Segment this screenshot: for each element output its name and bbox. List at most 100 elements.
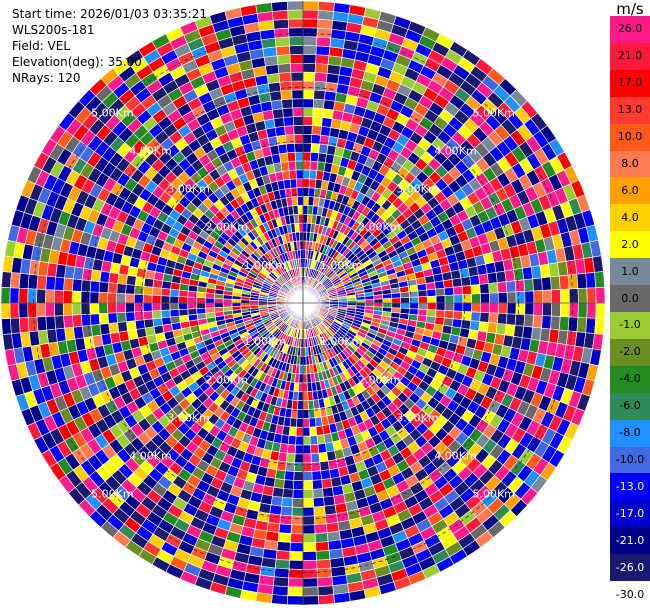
radar-gate [291, 515, 304, 526]
radar-gate [308, 417, 317, 428]
radar-gate [515, 291, 526, 304]
radar-gate [302, 462, 313, 473]
radar-gate [36, 316, 48, 332]
radar-gate [27, 273, 39, 290]
radar-gate [585, 317, 597, 334]
radar-gate [316, 558, 332, 570]
radar-gate [80, 313, 92, 327]
radar-gate [302, 400, 309, 410]
radar-gate [277, 143, 288, 155]
radar-gate [81, 324, 93, 339]
range-ring-label: 2.00Km [206, 221, 248, 234]
colorbar: m/s 26.0 21.0 17.0 13.0 10.0 8.0 6.0 4.0 2.0 1.0 0… [610, 0, 650, 610]
colorbar-tick-label: 10.0 [617, 130, 643, 144]
radar-gate [317, 9, 334, 21]
radar-gate [27, 302, 38, 318]
radar-gate [282, 488, 294, 499]
radar-gates [0, 0, 606, 606]
radar-gate [310, 151, 320, 162]
radar-gate [169, 295, 180, 304]
colorbar-tick-label: 2.0 [621, 237, 639, 251]
radar-gate [291, 98, 304, 109]
radar-gate [452, 310, 463, 321]
radar-gate [53, 289, 64, 304]
radar-gate [310, 452, 321, 463]
radar-gate [470, 311, 481, 322]
radar-gate [294, 222, 300, 233]
radar-gate [125, 284, 136, 295]
radar-gate [311, 470, 322, 481]
radar-gate [18, 287, 29, 304]
radar-gate [27, 316, 39, 333]
radar-gate [302, 497, 315, 508]
radar-gate [196, 297, 206, 304]
colorbar-tick-label: -10.0 [615, 453, 645, 466]
radar-gate [513, 267, 525, 282]
radar-gate [107, 302, 118, 314]
radar-gate [577, 302, 588, 319]
radar-gate [294, 444, 304, 455]
radar-gate [586, 287, 597, 304]
radar-gate [160, 302, 171, 311]
radar-gate [309, 435, 319, 446]
radar-gate [274, 36, 290, 48]
radar-gate [63, 277, 74, 292]
colorbar-tick-label: -26.0 [615, 560, 645, 574]
radar-gate [289, 542, 304, 553]
radar-gate [310, 143, 321, 154]
radar-gate [213, 306, 224, 313]
radar-gate [302, 488, 314, 499]
radar-gate [567, 273, 579, 290]
radar-gate [382, 298, 393, 304]
radar-gate [504, 324, 516, 337]
radar-gate [271, 594, 288, 605]
radar-gate [416, 283, 428, 292]
radar-gate [18, 317, 30, 334]
radar-gate [302, 542, 317, 553]
radar-gate [271, 1, 288, 12]
radar-gate [9, 302, 20, 319]
radar-gate [98, 291, 109, 304]
radar-gate [462, 302, 473, 313]
radar-gate [323, 495, 336, 507]
radar-gate [292, 480, 304, 490]
radar-gate [27, 288, 38, 304]
colorbar-tick-label: 8.0 [621, 157, 639, 170]
radar-gate [54, 315, 65, 330]
radar-gate [568, 302, 579, 318]
radar-gate [417, 296, 428, 304]
radar-gate [311, 461, 321, 472]
radar-gate [267, 81, 282, 93]
radar-gate [279, 514, 293, 526]
radar-gate [480, 302, 490, 314]
radar-gate [287, 18, 304, 29]
range-ring-label: 1.00Km [320, 335, 362, 348]
radar-gate [302, 453, 312, 464]
colorbar-tick-label: 26.0 [617, 22, 643, 36]
elevation-text: Elevation(deg): 35.00 [12, 55, 142, 69]
range-ring-label: 4.00Km [129, 450, 171, 463]
radar-gate [287, 586, 304, 597]
radar-gate [278, 523, 292, 534]
radar-gate [302, 213, 308, 224]
radar-gate [196, 307, 207, 315]
radar-gate [317, 18, 334, 30]
radar-gate [495, 323, 507, 336]
radar-gate [275, 550, 291, 561]
radar-gate [152, 317, 163, 327]
radar-gate [391, 297, 402, 304]
radar-gate [89, 280, 101, 293]
radar-gate [293, 133, 304, 144]
radar-gate [469, 320, 481, 332]
radar-gate [272, 18, 289, 30]
radar-gate [478, 273, 489, 285]
radar-gate [542, 289, 553, 304]
radar-gate [1, 271, 12, 288]
radar-gate [273, 117, 285, 128]
radar-gate [314, 532, 329, 543]
radar-gate [258, 302, 268, 306]
radar-gate [302, 18, 319, 29]
radar-gate [290, 62, 304, 73]
radar-gate [296, 417, 304, 428]
radar-gate [160, 295, 171, 304]
